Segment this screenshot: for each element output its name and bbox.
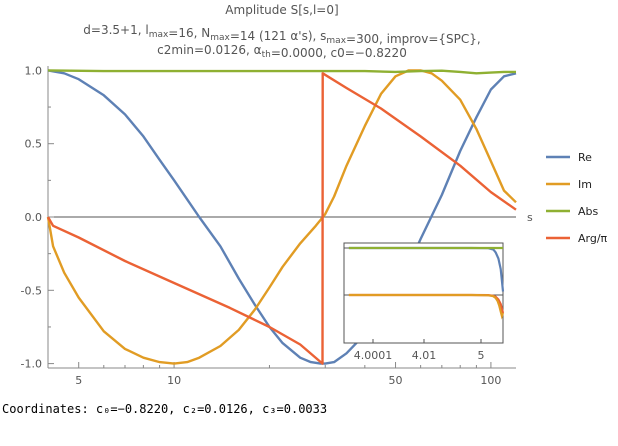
x-tick-label: 50 [389, 374, 403, 387]
inset-series-im [348, 293, 505, 320]
y-tick-label: -1.0 [21, 358, 42, 371]
title-line-1: d=3.5+1, lmax=16, Nmax=14 (121 α's), sma… [83, 23, 480, 46]
y-tick-label: -0.5 [21, 284, 42, 297]
x-tick-label: 5 [75, 374, 82, 387]
legend-label-abs: Abs [578, 205, 599, 218]
series-line-abs [47, 69, 516, 75]
legend-label-re: Re [578, 151, 592, 164]
inset-frame [343, 242, 504, 344]
inset-plot: 4.0001 4.01 5 [343, 242, 505, 362]
series-line-im [46, 69, 517, 365]
title-line-0: Amplitude S[s,l=0] [225, 3, 338, 17]
x-axis-label: s [527, 211, 533, 224]
legend-label-arg: Arg/π [578, 232, 608, 245]
chart-title: Amplitude S[s,l=0] d=3.5+1, lmax=16, Nmax… [83, 3, 480, 60]
plot-series [46, 69, 517, 365]
title-line-2: c2min=0.0126, αth=0.0000, c0=−0.8220 [157, 43, 407, 60]
inset-x-tick-label: 4.01 [412, 349, 437, 362]
series-line-arg [46, 72, 517, 365]
y-tick-label: 0.0 [25, 211, 43, 224]
plot-axes: 5 10 50 100 -1.0 -0.5 0.0 0.5 1.0 s [21, 64, 533, 387]
x-tick-label: 10 [167, 374, 181, 387]
legend-label-im: Im [578, 178, 592, 191]
y-tick-label: 0.5 [25, 138, 43, 151]
series-line-re [47, 69, 517, 365]
y-tick-label: 1.0 [25, 64, 43, 77]
x-tick-label: 100 [480, 374, 501, 387]
legend: Re Im Abs Arg/π [546, 151, 608, 245]
inset-x-tick-label: 4.0001 [354, 349, 393, 362]
coordinates-readout: Coordinates: c₀=−0.8220, c₂=0.0126, c₃=0… [2, 402, 328, 416]
inset-x-tick-label: 5 [478, 349, 485, 362]
